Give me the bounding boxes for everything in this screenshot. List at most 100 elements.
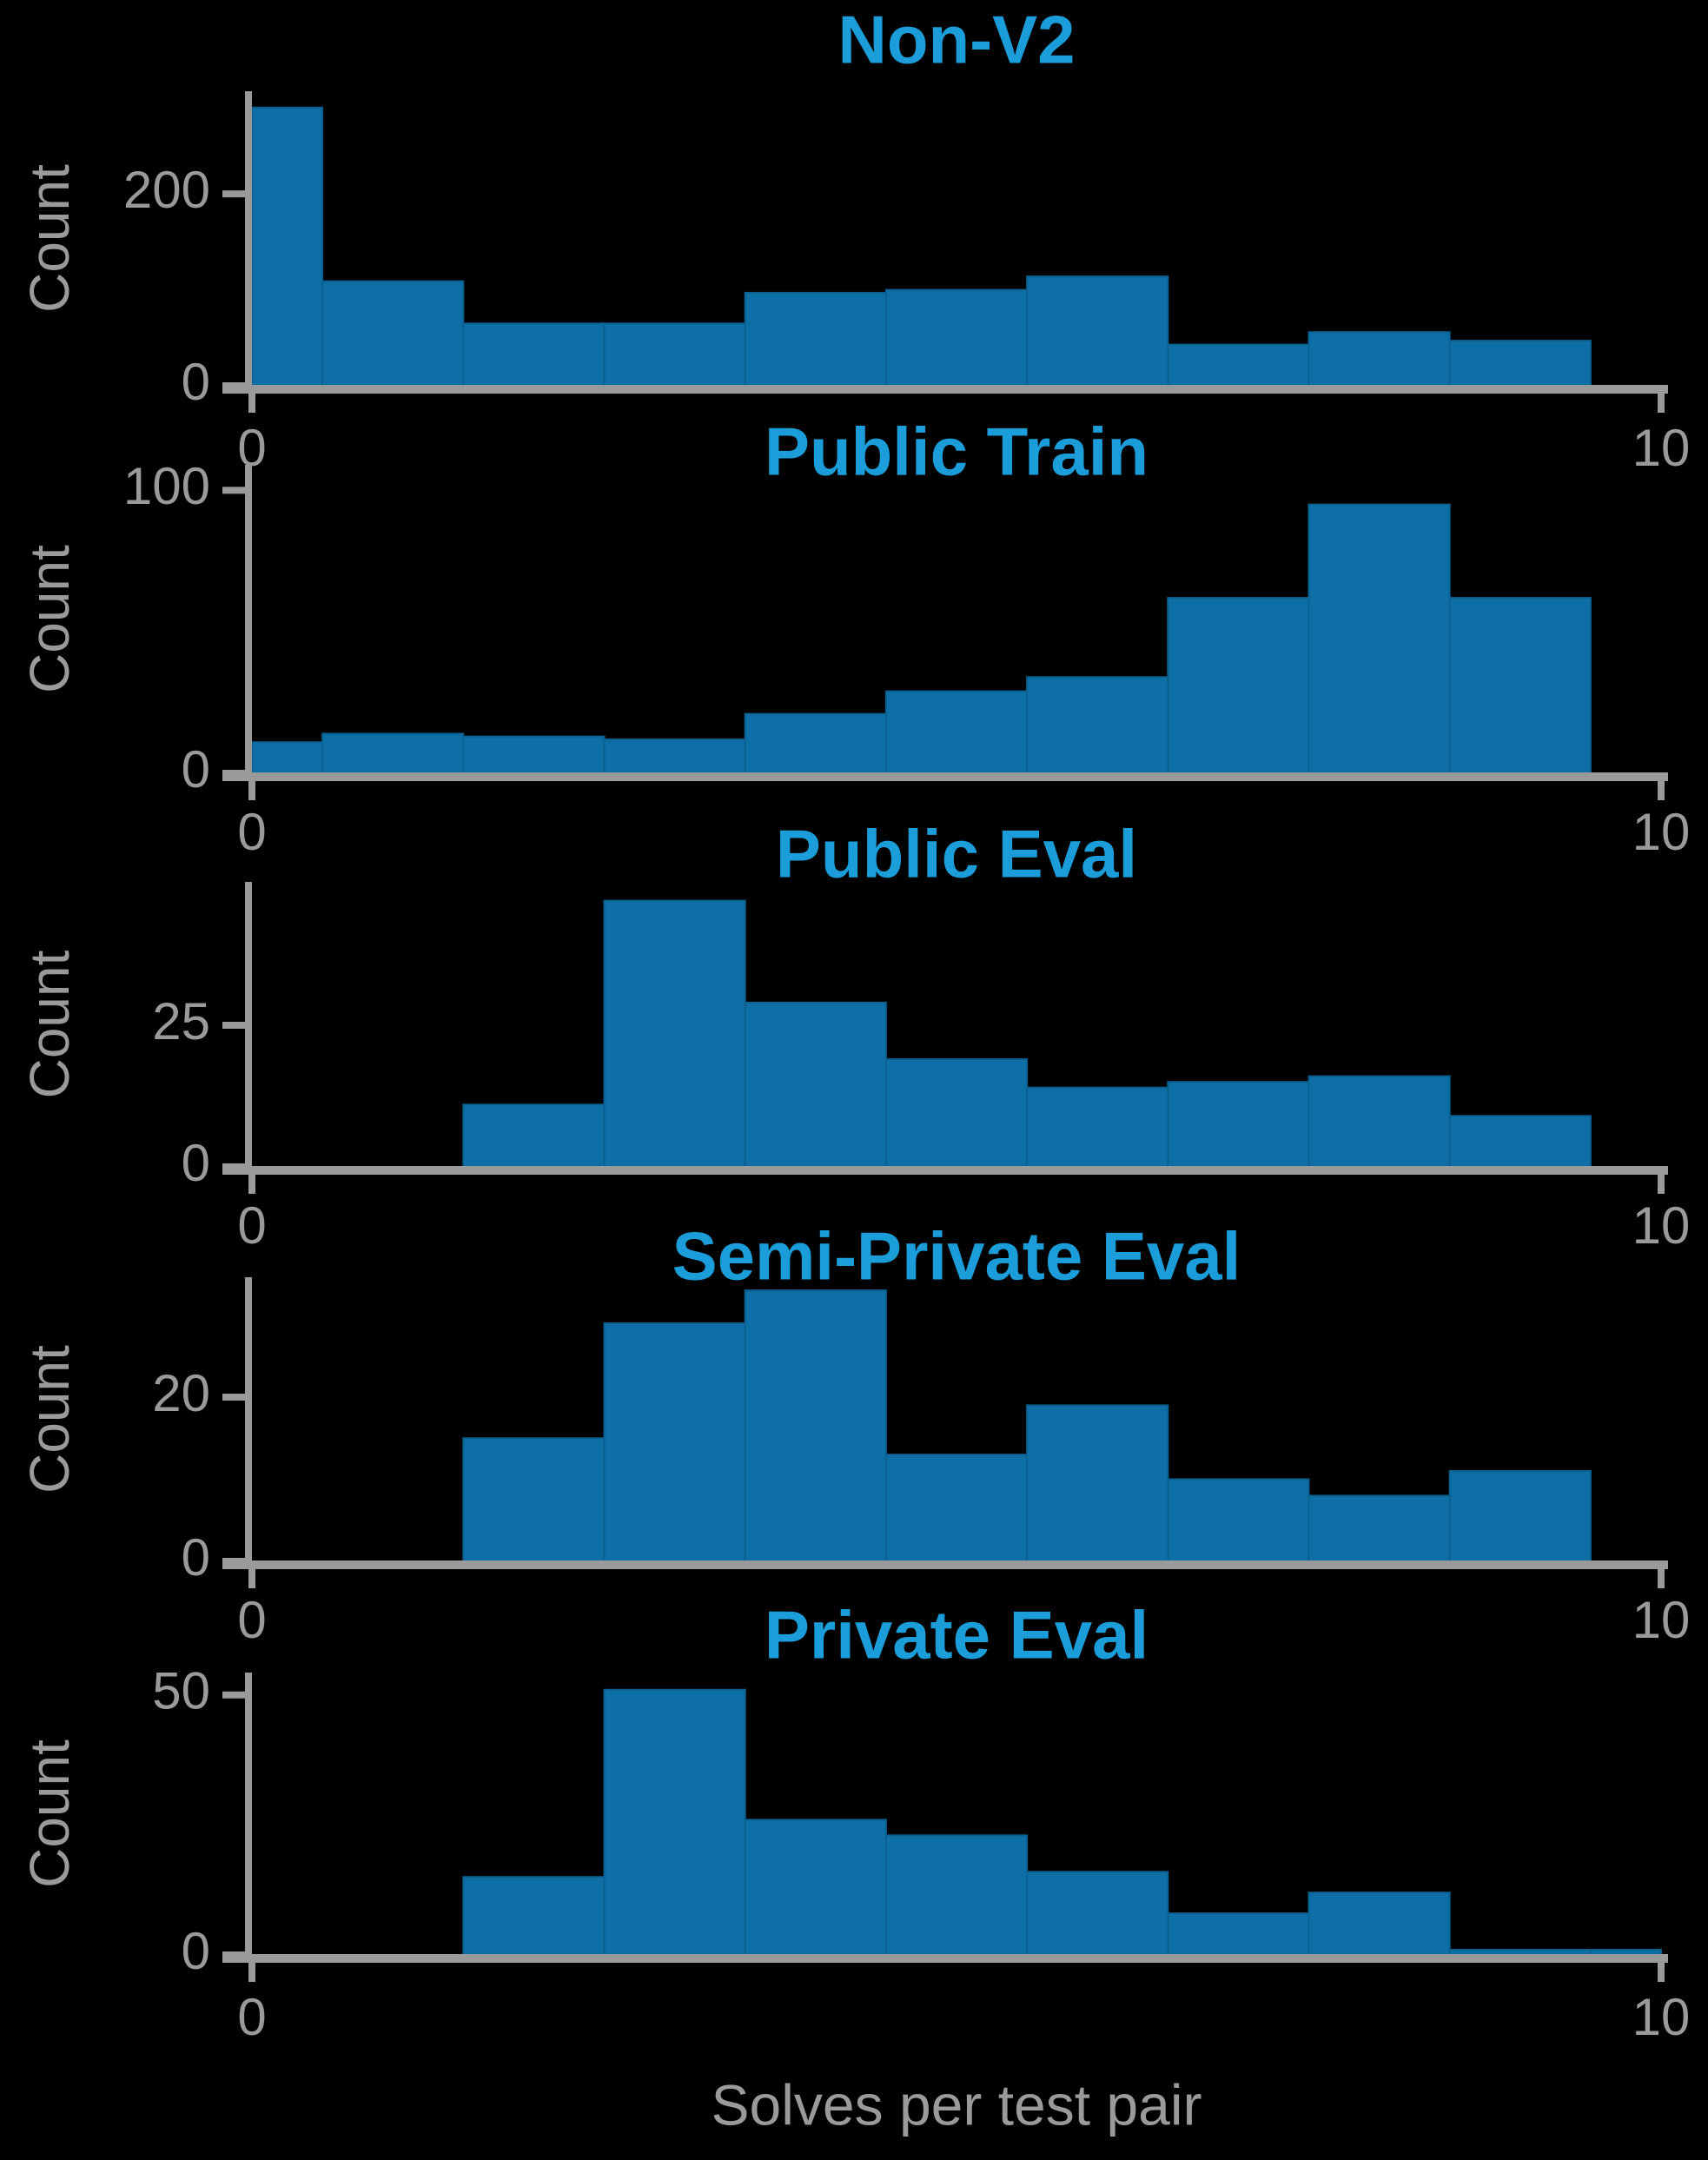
x-axis-spine xyxy=(222,1166,1668,1175)
histogram-bar xyxy=(1307,331,1451,388)
histogram-bar xyxy=(603,899,746,1169)
x-tick-mark xyxy=(1658,1959,1665,1982)
histogram-bar xyxy=(321,732,465,775)
histogram-bar xyxy=(251,106,324,388)
x-tick-mark xyxy=(1658,778,1665,800)
histogram-bar xyxy=(1026,1404,1169,1562)
x-tick-label: 0 xyxy=(237,1988,266,2046)
histogram-bar xyxy=(1448,597,1592,774)
panel-title: Public Train xyxy=(765,414,1149,490)
y-tick-label: 20 xyxy=(152,1364,210,1422)
y-axis-label: Count xyxy=(18,1739,81,1888)
histogram-bar xyxy=(744,291,887,387)
x-axis-spine xyxy=(222,772,1668,781)
x-axis-spine xyxy=(222,385,1668,394)
y-axis-spine xyxy=(245,465,252,778)
histogram-bar xyxy=(251,741,324,775)
histogram-bar xyxy=(744,1289,887,1562)
histogram-bar xyxy=(462,322,606,388)
y-axis-spine xyxy=(245,1277,252,1566)
histogram-bar xyxy=(1307,1494,1451,1562)
y-axis-spine xyxy=(245,1673,252,1959)
x-tick-mark xyxy=(1658,1566,1665,1588)
panel-title: Semi-Private Eval xyxy=(672,1218,1241,1295)
histogram-bar xyxy=(462,1876,606,1956)
histogram-bar xyxy=(603,1688,746,1956)
histogram-bar xyxy=(884,690,1029,775)
histogram-bar xyxy=(1448,1470,1592,1562)
histogram-bar xyxy=(1167,1081,1310,1169)
histogram-bar xyxy=(603,322,746,388)
x-tick-label: 10 xyxy=(1632,803,1691,861)
histogram-bar xyxy=(1307,1075,1451,1169)
x-axis-spine xyxy=(222,1954,1668,1963)
x-tick-mark xyxy=(248,1959,255,1982)
x-tick-label: 10 xyxy=(1632,1196,1691,1255)
y-tick-mark xyxy=(222,1691,252,1699)
histogram-bar xyxy=(1026,1871,1169,1957)
y-tick-label: 100 xyxy=(123,457,210,515)
x-tick-mark xyxy=(1658,1171,1665,1194)
y-tick-mark xyxy=(222,1951,252,1958)
histogram-bar xyxy=(1307,1892,1451,1956)
x-axis-label: Solves per test pair xyxy=(712,2072,1202,2137)
histogram-bar xyxy=(884,1834,1029,1957)
histogram-bar xyxy=(744,712,887,775)
histogram-bar xyxy=(1448,1115,1592,1169)
x-tick-label: 10 xyxy=(1632,1988,1691,2046)
histogram-bar xyxy=(603,738,746,774)
panel-title: Non-V2 xyxy=(838,2,1076,78)
y-tick-mark xyxy=(222,190,252,198)
histogram-bar xyxy=(744,1819,887,1956)
x-tick-label: 0 xyxy=(237,803,266,861)
histogram-bar xyxy=(884,288,1029,387)
x-tick-label: 10 xyxy=(1632,1591,1691,1649)
histogram-bar xyxy=(1448,340,1592,388)
y-axis-label: Count xyxy=(18,1345,81,1494)
y-tick-mark xyxy=(222,1393,252,1401)
x-tick-label: 0 xyxy=(237,1591,266,1649)
histogram-bar xyxy=(603,1322,746,1562)
histogram-bar xyxy=(462,1437,606,1562)
histogram-bar xyxy=(884,1454,1029,1562)
y-tick-label: 0 xyxy=(182,1922,210,1980)
y-tick-label: 0 xyxy=(182,740,210,798)
histogram-bar xyxy=(1167,343,1310,387)
histogram-bar xyxy=(321,280,465,387)
y-tick-mark xyxy=(222,487,252,494)
histogram-bar xyxy=(462,735,606,774)
y-axis-label: Count xyxy=(18,164,81,313)
y-tick-label: 25 xyxy=(152,992,210,1050)
x-tick-mark xyxy=(248,1566,255,1588)
y-tick-label: 200 xyxy=(123,161,210,219)
y-tick-label: 50 xyxy=(152,1662,210,1720)
histogram-bar xyxy=(1026,676,1169,774)
histogram-bar xyxy=(1167,597,1310,774)
y-axis-label: Count xyxy=(18,950,81,1098)
y-tick-mark xyxy=(222,1163,252,1170)
histogram-bar xyxy=(1167,1912,1310,1957)
x-tick-mark xyxy=(248,778,255,800)
y-tick-mark xyxy=(222,1021,252,1029)
x-tick-mark xyxy=(1658,390,1665,413)
y-tick-label: 0 xyxy=(182,353,210,411)
y-axis-spine xyxy=(245,91,252,390)
histogram-bar xyxy=(1026,275,1169,388)
y-tick-label: 0 xyxy=(182,1528,210,1587)
histogram-bar xyxy=(884,1058,1029,1169)
y-axis-label: Count xyxy=(18,545,81,693)
x-tick-mark xyxy=(248,1171,255,1194)
histogram-bar xyxy=(744,1001,887,1169)
x-tick-label: 0 xyxy=(237,1196,266,1255)
histogram-bar xyxy=(1307,503,1451,774)
panel-title: Private Eval xyxy=(765,1597,1149,1673)
y-tick-mark xyxy=(222,770,252,777)
panel-title: Public Eval xyxy=(776,816,1137,892)
y-tick-mark xyxy=(222,1558,252,1565)
x-tick-mark xyxy=(248,390,255,413)
x-axis-spine xyxy=(222,1560,1668,1569)
histogram-bar xyxy=(1026,1086,1169,1169)
histogram-bar xyxy=(462,1103,606,1169)
